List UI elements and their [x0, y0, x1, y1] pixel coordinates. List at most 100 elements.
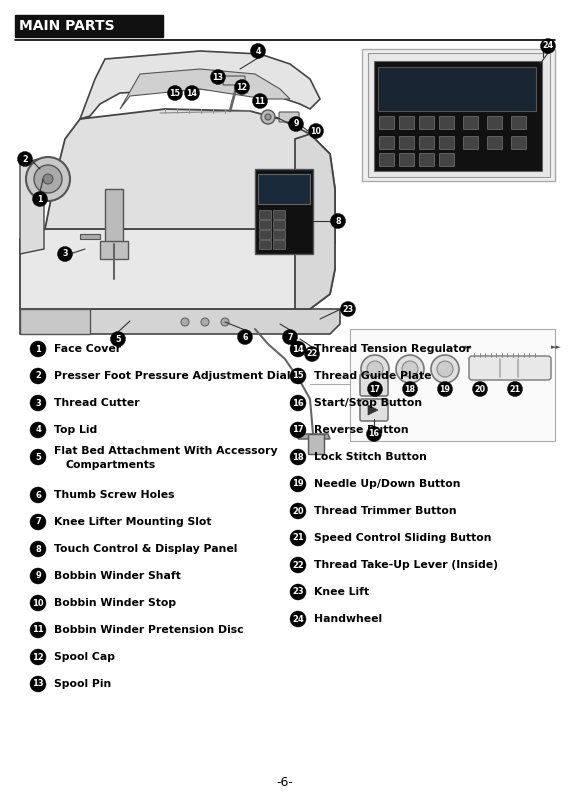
Text: 21: 21 [510, 384, 520, 393]
Circle shape [396, 355, 424, 383]
FancyBboxPatch shape [420, 117, 434, 129]
FancyBboxPatch shape [15, 15, 163, 37]
Text: 10: 10 [32, 598, 44, 607]
Circle shape [34, 165, 62, 193]
Circle shape [368, 381, 382, 396]
Circle shape [210, 70, 226, 85]
Circle shape [185, 85, 200, 101]
Polygon shape [368, 405, 378, 415]
Circle shape [290, 557, 306, 573]
FancyBboxPatch shape [258, 174, 310, 204]
FancyBboxPatch shape [380, 117, 394, 129]
Text: MAIN PARTS: MAIN PARTS [19, 19, 115, 33]
Circle shape [308, 124, 324, 138]
Text: 22: 22 [307, 349, 317, 359]
FancyBboxPatch shape [259, 240, 271, 249]
Circle shape [30, 568, 46, 584]
Circle shape [304, 347, 320, 361]
Text: 8: 8 [335, 217, 341, 225]
Text: Bobbin Winder Stop: Bobbin Winder Stop [54, 598, 176, 608]
Text: Thread Take-Up Lever (Inside): Thread Take-Up Lever (Inside) [314, 560, 498, 570]
Text: 24: 24 [292, 614, 304, 623]
Circle shape [181, 318, 189, 326]
Text: -6-: -6- [276, 777, 294, 789]
Text: Thread Trimmer Button: Thread Trimmer Button [314, 506, 457, 516]
Text: 12: 12 [237, 82, 247, 92]
Text: 7: 7 [287, 332, 293, 341]
Circle shape [30, 341, 46, 357]
Text: Lock Stitch Button: Lock Stitch Button [314, 452, 427, 462]
FancyBboxPatch shape [279, 112, 299, 122]
Circle shape [238, 329, 253, 344]
Circle shape [30, 487, 46, 503]
Circle shape [30, 595, 46, 611]
Text: Handwheel: Handwheel [314, 614, 382, 624]
Text: 6: 6 [242, 332, 248, 341]
Text: 16: 16 [292, 399, 304, 407]
Circle shape [250, 43, 266, 58]
Text: 19: 19 [439, 384, 450, 393]
FancyBboxPatch shape [378, 67, 536, 111]
Polygon shape [20, 309, 340, 334]
Circle shape [367, 361, 383, 377]
FancyBboxPatch shape [223, 76, 245, 85]
Circle shape [30, 649, 46, 665]
Text: 9: 9 [293, 120, 299, 129]
Text: 12: 12 [32, 653, 44, 662]
Circle shape [58, 247, 72, 261]
Text: 2: 2 [22, 154, 28, 164]
Text: Face Cover: Face Cover [54, 344, 121, 354]
Circle shape [30, 514, 46, 530]
FancyBboxPatch shape [400, 117, 414, 129]
Text: Speed Control Sliding Button: Speed Control Sliding Button [314, 533, 491, 543]
Circle shape [43, 174, 53, 184]
Text: Thumb Screw Holes: Thumb Screw Holes [54, 490, 174, 500]
Polygon shape [295, 134, 335, 309]
Circle shape [290, 449, 306, 465]
FancyBboxPatch shape [469, 356, 551, 380]
FancyBboxPatch shape [259, 210, 271, 220]
FancyBboxPatch shape [487, 137, 503, 149]
Circle shape [32, 192, 47, 206]
FancyBboxPatch shape [463, 117, 478, 129]
Text: ◄◄: ◄◄ [461, 344, 471, 350]
FancyBboxPatch shape [439, 117, 454, 129]
Circle shape [290, 476, 306, 492]
Circle shape [221, 318, 229, 326]
Polygon shape [80, 51, 320, 119]
Circle shape [290, 395, 306, 411]
Text: 4: 4 [255, 46, 260, 55]
FancyBboxPatch shape [511, 137, 527, 149]
Circle shape [402, 361, 418, 377]
FancyBboxPatch shape [400, 137, 414, 149]
Text: 15: 15 [292, 372, 304, 380]
Text: Bobbin Winder Shaft: Bobbin Winder Shaft [54, 571, 181, 581]
Polygon shape [20, 159, 44, 254]
Text: 10: 10 [311, 126, 321, 136]
Text: Touch Control & Display Panel: Touch Control & Display Panel [54, 544, 237, 554]
Text: Knee Lifter Mounting Slot: Knee Lifter Mounting Slot [54, 517, 211, 527]
Text: Bobbin Winder Pretension Disc: Bobbin Winder Pretension Disc [54, 625, 243, 635]
Circle shape [201, 318, 209, 326]
FancyBboxPatch shape [308, 434, 324, 454]
Text: 18: 18 [292, 452, 304, 462]
Circle shape [283, 329, 298, 344]
Circle shape [288, 117, 303, 132]
Circle shape [234, 79, 250, 94]
FancyBboxPatch shape [380, 153, 394, 166]
FancyBboxPatch shape [487, 117, 503, 129]
Text: Needle Up/Down Button: Needle Up/Down Button [314, 479, 461, 489]
Text: Thread Tension Regulator: Thread Tension Regulator [314, 344, 471, 354]
Circle shape [168, 85, 182, 101]
Polygon shape [362, 49, 555, 181]
FancyBboxPatch shape [420, 137, 434, 149]
Text: 21: 21 [292, 534, 304, 543]
Text: 13: 13 [213, 73, 223, 81]
Text: Thread Cutter: Thread Cutter [54, 398, 140, 408]
Text: Knee Lift: Knee Lift [314, 587, 369, 597]
Text: 3: 3 [35, 399, 41, 407]
Text: 5: 5 [115, 335, 121, 344]
FancyBboxPatch shape [350, 329, 555, 441]
FancyBboxPatch shape [274, 230, 286, 240]
FancyBboxPatch shape [420, 153, 434, 166]
